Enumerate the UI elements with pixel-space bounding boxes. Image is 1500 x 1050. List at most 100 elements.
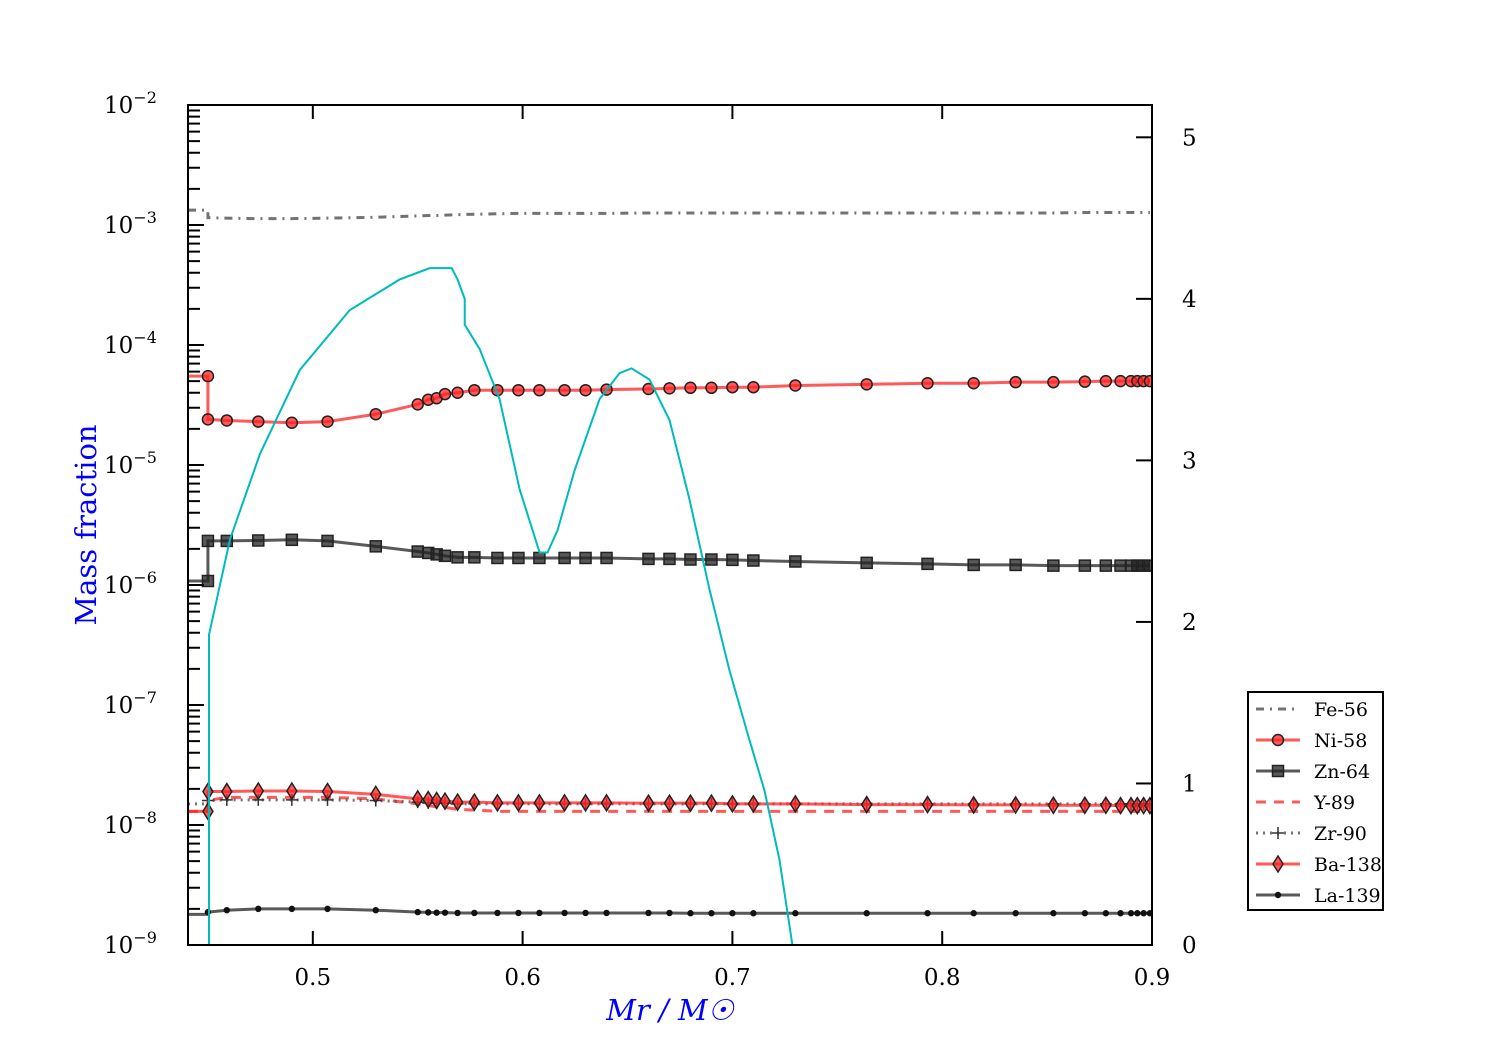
marker-ni-58: [579, 383, 592, 397]
marker-ni-58: [789, 379, 802, 392]
marker-la-139: [708, 910, 715, 917]
marker-ba-138: [439, 791, 451, 811]
marker-la-139: [792, 910, 799, 917]
marker-ba-138: [747, 794, 760, 814]
y2-tick-label: 2: [1182, 610, 1197, 636]
marker-zn-64: [921, 557, 934, 571]
legend-label-ni-58: Ni-58: [1314, 730, 1367, 752]
marker-la-139: [536, 909, 543, 917]
marker-ni-58: [252, 415, 265, 428]
legend-marker-la-139: [1274, 891, 1282, 899]
marker-ba-138: [1099, 795, 1112, 815]
y-tick-label: 10−8: [104, 808, 157, 839]
marker-zn-64: [1047, 559, 1060, 572]
marker-la-139: [324, 905, 331, 913]
marker-zn-64: [663, 552, 676, 566]
y2-tick-label: 0: [1182, 933, 1197, 959]
marker-ba-138: [468, 792, 481, 812]
marker-la-139: [1146, 910, 1152, 917]
marker-zn-64: [1099, 559, 1113, 572]
marker-la-139: [288, 905, 296, 913]
x-tick-label: 0.6: [504, 965, 541, 991]
marker-zn-64: [1009, 558, 1022, 572]
marker-ni-58: [1047, 375, 1060, 389]
marker-ni-58: [1114, 374, 1127, 388]
marker-zn-64: [220, 534, 234, 548]
marker-ba-138: [285, 781, 298, 801]
marker-ni-58: [663, 382, 676, 395]
marker-zn-64: [1078, 559, 1092, 572]
marker-zn-64: [512, 551, 525, 565]
marker-ba-138: [202, 801, 214, 821]
marker-zn-64: [533, 551, 546, 565]
legend-label-zr-90: Zr-90: [1314, 823, 1367, 845]
secondary-curve-line: [207, 267, 794, 945]
marker-zn-64: [1143, 559, 1152, 572]
y2-tick-label: 4: [1182, 287, 1197, 313]
marker-la-139: [494, 909, 501, 917]
marker-ba-138: [558, 793, 571, 813]
marker-ni-58: [921, 377, 934, 390]
marker-zn-64: [579, 551, 592, 565]
marker-ba-138: [252, 781, 265, 801]
marker-la-139: [255, 905, 262, 913]
ticks: 0.5 0.6 0.7 0.8 0.9 10−2 10−3 10−4 10−5 10−6 10−7 1…: [104, 88, 1197, 991]
marker-ni-58: [512, 383, 525, 397]
marker-ni-58: [558, 383, 571, 397]
series-line-fe-56: [188, 208, 1150, 221]
marker-ni-58: [321, 415, 334, 428]
marker-zn-64: [1114, 559, 1127, 572]
axes-frame: [187, 104, 1153, 946]
y2-tick-label: 1: [1182, 771, 1197, 797]
legend: Fe-56 Ni-58 Zn-64 Y-89 Zr-90 Ba-138 La-139: [1247, 691, 1384, 911]
marker-ni-58: [726, 380, 739, 394]
marker-ba-138: [533, 793, 546, 813]
marker-la-139: [863, 910, 870, 917]
marker-ni-58: [747, 380, 760, 394]
marker-la-139: [1081, 910, 1089, 917]
marker-zn-64: [705, 553, 718, 566]
marker-ba-138: [422, 790, 435, 809]
legend-marker-zn-64: [1271, 764, 1285, 778]
marker-ni-58: [1143, 374, 1152, 388]
marker-ni-58: [438, 387, 452, 401]
y-tick-label: 10−4: [104, 328, 157, 359]
legend-marker-ni-58: [1271, 733, 1285, 747]
legend-box: [1247, 691, 1384, 911]
marker-la-139: [454, 909, 461, 917]
marker-ni-58: [684, 381, 697, 395]
marker-zn-64: [201, 534, 215, 548]
marker-la-139: [603, 909, 610, 917]
marker-zn-64: [321, 534, 334, 548]
x-tick-label: 0.9: [1134, 965, 1171, 991]
marker-ba-138: [451, 792, 464, 812]
marker-la-139: [687, 910, 694, 917]
marker-la-139: [666, 909, 673, 917]
legend-label-ba-138: Ba-138: [1314, 854, 1382, 876]
marker-ba-138: [430, 791, 443, 810]
marker-ba-138: [860, 795, 873, 814]
marker-ba-138: [600, 793, 613, 813]
legend-label-y-89: Y-89: [1313, 792, 1355, 814]
legend-label-la-139: La-139: [1314, 885, 1381, 907]
marker-ba-138: [579, 793, 592, 813]
legend-label-zn-64: Zn-64: [1314, 761, 1370, 783]
marker-ba-138: [726, 794, 739, 814]
y-tick-label: 10−3: [104, 208, 157, 239]
marker-la-139: [750, 910, 757, 917]
marker-zn-64: [411, 545, 424, 558]
marker-la-139: [1102, 910, 1110, 917]
marker-zn-64: [789, 555, 802, 568]
marker-ni-58: [220, 414, 234, 427]
marker-la-139: [515, 909, 522, 917]
marker-la-139: [441, 909, 449, 916]
marker-ba-138: [369, 784, 382, 804]
marker-ba-138: [642, 793, 655, 813]
x-tick-label: 0.8: [924, 965, 961, 991]
marker-la-139: [204, 908, 212, 916]
legend-label-fe-56: Fe-56: [1314, 699, 1368, 721]
x-axis-label: Mr / M☉: [605, 993, 734, 1027]
marker-zn-64: [747, 554, 760, 567]
marker-ba-138: [1078, 795, 1091, 815]
marker-la-139: [1117, 910, 1124, 917]
